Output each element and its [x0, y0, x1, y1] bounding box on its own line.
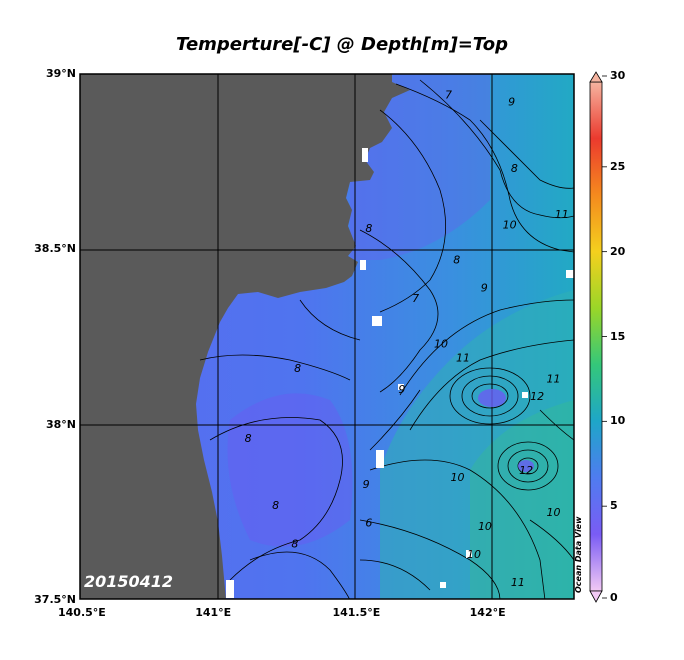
map-title: Temperture[-C] @ Depth[m]=Top	[175, 34, 508, 55]
contour-label: 10	[451, 471, 465, 484]
contour-label: 9	[398, 383, 405, 396]
contour-label: 10	[467, 548, 481, 561]
colorbar-tick-label: 5	[610, 499, 618, 513]
longitude-tick-label: 142°E	[469, 606, 506, 619]
colorbar-top-arrow	[589, 71, 603, 83]
missing-data-gaps	[226, 148, 574, 598]
contour-label: 8	[245, 432, 252, 445]
contour-label: 7	[445, 89, 452, 102]
contour-label: 9	[363, 478, 370, 491]
warm-water-patch	[380, 290, 574, 599]
colorbar	[589, 71, 607, 603]
contour-label: 9	[508, 96, 515, 109]
colorbar-tick-label: 30	[610, 69, 626, 82]
contour-label: 10	[434, 338, 448, 351]
colorbar-tick-label: 10	[610, 414, 626, 428]
contour-label: 6	[365, 516, 372, 529]
contour-label: 12	[530, 390, 544, 403]
latitude-tick-label: 38.5°N	[34, 242, 76, 256]
map-frame	[79, 73, 575, 600]
watermark: Ocean Data View	[574, 516, 583, 594]
latitude-tick-label: 37.5°N	[34, 593, 76, 606]
contour-label: 11	[547, 373, 561, 386]
contour-label: 11	[511, 576, 525, 589]
longitude-tick-label: 140.5°E	[58, 606, 106, 619]
contour-label: 8	[291, 537, 298, 550]
contour-label: 10	[503, 218, 517, 231]
contour-label: 8	[511, 162, 518, 175]
colorbar-ticks	[602, 75, 607, 599]
latitude-tick-label: 39°N	[45, 67, 76, 80]
contour-label: 12	[519, 464, 533, 477]
contour-label: 10	[478, 520, 492, 533]
colorbar-tick-label: 15	[610, 329, 626, 343]
contour-label: 11	[456, 352, 470, 365]
land-mass	[80, 74, 410, 599]
contour-label: 7	[412, 292, 419, 305]
warm-water-core	[470, 400, 574, 599]
isotherm-lines	[199, 79, 574, 599]
cold-eddy	[518, 460, 534, 472]
cold-eddy	[478, 389, 506, 407]
contour-label: 11	[555, 208, 569, 221]
longitude-tick-label: 141.5°E	[332, 606, 381, 619]
contour-label: 8	[365, 222, 372, 235]
colorbar-tick-label: 20	[610, 244, 626, 258]
longitude-tick-label: 141°E	[195, 606, 232, 619]
contour-label: 9	[481, 281, 488, 294]
contour-label: 8	[294, 362, 301, 375]
contour-label: 8	[453, 253, 460, 266]
date-label: 20150412	[84, 572, 174, 591]
colorbar-tick-label: 0	[610, 591, 618, 604]
contour-label: 8	[272, 499, 279, 512]
latitude-tick-label: 38°N	[45, 417, 76, 431]
colorbar-bottom-arrow	[589, 590, 603, 603]
cool-water-patch	[227, 393, 353, 547]
colorbar-tick-label: 25	[610, 159, 626, 173]
contour-label: 10	[547, 506, 561, 519]
